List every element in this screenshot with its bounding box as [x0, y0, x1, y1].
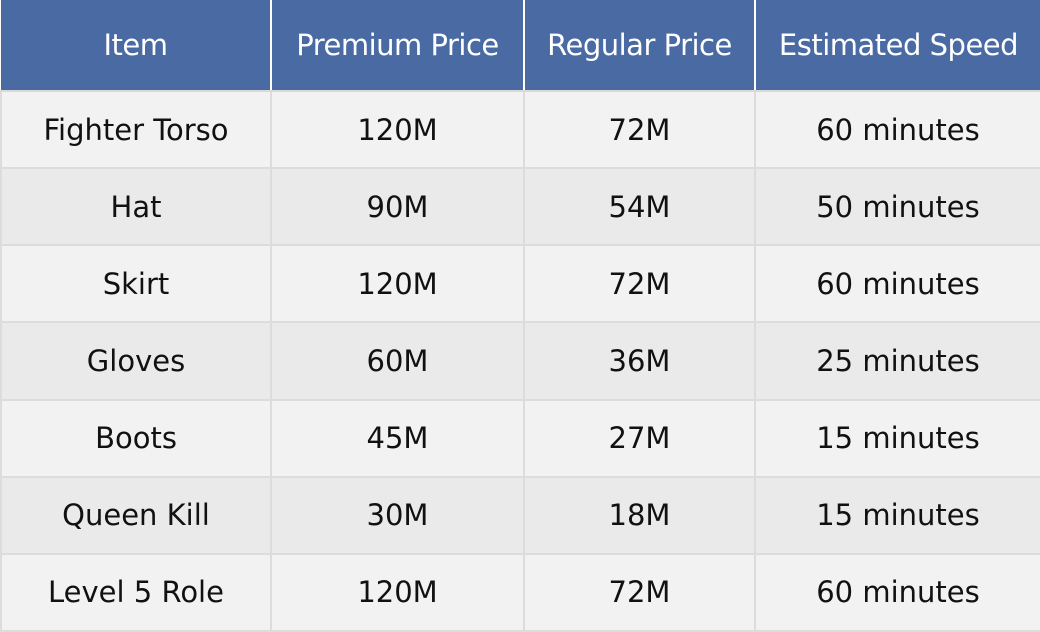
cell-item: Level 5 Role: [0, 552, 272, 632]
cell-regular-price: 72M: [523, 89, 756, 170]
header-regular-price: Regular Price: [523, 0, 755, 92]
cell-estimated-speed: 25 minutes: [754, 321, 1040, 401]
cell-premium-price: 120M: [270, 89, 525, 170]
cell-estimated-speed: 15 minutes: [754, 475, 1040, 555]
table-body: Fighter Torso 120M 72M 60 minutes Hat 90…: [0, 89, 1040, 632]
cell-regular-price: 36M: [523, 321, 756, 401]
cell-premium-price: 60M: [270, 321, 525, 401]
header-premium-price: Premium Price: [270, 0, 524, 92]
header-row: Item Premium Price Regular Price Estimat…: [1, 0, 1040, 92]
table-row: Fighter Torso 120M 72M 60 minutes: [0, 89, 1040, 170]
cell-item: Boots: [0, 398, 272, 478]
cell-premium-price: 120M: [270, 244, 525, 324]
table-row: Boots 45M 27M 15 minutes: [0, 398, 1040, 478]
cell-item: Gloves: [0, 321, 272, 401]
cell-premium-price: 120M: [270, 552, 525, 632]
cell-item: Fighter Torso: [0, 89, 272, 170]
cell-estimated-speed: 60 minutes: [754, 552, 1040, 632]
table-row: Gloves 60M 36M 25 minutes: [0, 321, 1040, 401]
header-estimated-speed: Estimated Speed: [754, 0, 1040, 92]
cell-regular-price: 72M: [523, 552, 756, 632]
cell-item: Queen Kill: [0, 475, 272, 555]
cell-regular-price: 54M: [523, 167, 756, 247]
table-header: Item Premium Price Regular Price Estimat…: [1, 0, 1040, 92]
cell-premium-price: 45M: [270, 398, 525, 478]
header-item: Item: [1, 0, 271, 92]
table-row: Queen Kill 30M 18M 15 minutes: [0, 475, 1040, 555]
cell-regular-price: 72M: [523, 244, 756, 324]
cell-item: Hat: [0, 167, 272, 247]
table-row: Skirt 120M 72M 60 minutes: [0, 244, 1040, 324]
cell-estimated-speed: 60 minutes: [754, 89, 1040, 170]
cell-estimated-speed: 15 minutes: [754, 398, 1040, 478]
cell-premium-price: 30M: [270, 475, 525, 555]
cell-regular-price: 18M: [523, 475, 756, 555]
table-row: Level 5 Role 120M 72M 60 minutes: [0, 552, 1040, 632]
table-row: Hat 90M 54M 50 minutes: [0, 167, 1040, 247]
cell-estimated-speed: 50 minutes: [754, 167, 1040, 247]
cell-item: Skirt: [0, 244, 272, 324]
cell-regular-price: 27M: [523, 398, 756, 478]
cell-premium-price: 90M: [270, 167, 525, 247]
cell-estimated-speed: 60 minutes: [754, 244, 1040, 324]
